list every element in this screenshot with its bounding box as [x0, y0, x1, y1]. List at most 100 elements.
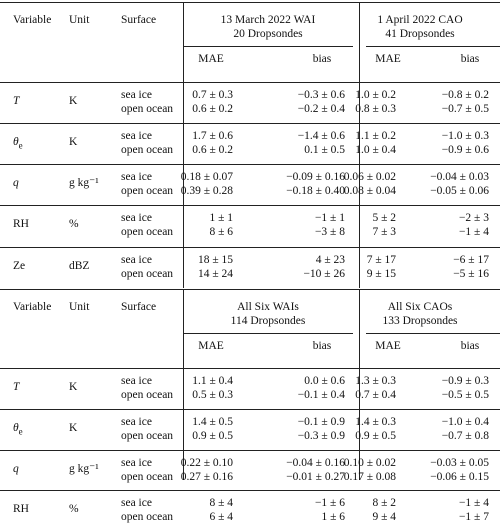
surface-sea-ice: sea ice: [121, 375, 152, 387]
bias2-open-ocean: −0.7 ± 0.5: [441, 103, 489, 115]
header-mae-1: MAE: [198, 340, 224, 352]
variable-name: T: [13, 95, 20, 107]
mae2-sea-ice: 1.4 ± 0.3: [355, 416, 396, 428]
mae-sea-ice: 0.18 ± 0.07: [180, 171, 233, 183]
mae-open-ocean: 14 ± 24: [197, 268, 233, 280]
mae-sea-ice: 0.22 ± 0.10: [180, 457, 233, 469]
group2-count: 41 Dropsondes: [385, 28, 455, 40]
surface-sea-ice: sea ice: [121, 171, 152, 183]
bias2-open-ocean: −1 ± 4: [458, 226, 489, 238]
bias-sea-ice: −1 ± 6: [314, 497, 345, 509]
bias-open-ocean: −0.2 ± 0.4: [297, 103, 345, 115]
unit: K: [69, 422, 78, 434]
variable-name: T: [13, 381, 20, 393]
variable-name: θe: [13, 136, 23, 151]
bias2-sea-ice: −1.0 ± 0.4: [441, 416, 489, 428]
mae2-open-ocean: 9 ± 4: [372, 511, 396, 523]
unit: K: [69, 381, 78, 393]
mae2-open-ocean: 0.08 ± 0.04: [343, 185, 396, 197]
column-divider: [183, 289, 184, 480]
mae2-open-ocean: 0.8 ± 0.3: [355, 103, 396, 115]
bias-sea-ice: −0.3 ± 0.6: [297, 89, 345, 101]
header-unit: Unit: [69, 301, 90, 313]
surface-open-ocean: open ocean: [121, 185, 174, 197]
bias-sea-ice: −1 ± 1: [314, 212, 345, 224]
header-unit: Unit: [69, 14, 90, 26]
variable-name: RH: [13, 218, 29, 230]
rule: [0, 409, 500, 410]
mae-open-ocean: 6 ± 4: [209, 511, 233, 523]
bias-sea-ice: 4 ± 23: [315, 254, 345, 266]
mae2-sea-ice: 7 ± 17: [366, 254, 396, 266]
rule: [0, 247, 500, 248]
mae2-sea-ice: 0.10 ± 0.02: [343, 457, 396, 469]
bias2-sea-ice: −0.9 ± 0.3: [441, 375, 489, 387]
bias-open-ocean: 0.1 ± 0.5: [304, 144, 345, 156]
mae-open-ocean: 0.6 ± 0.2: [192, 103, 233, 115]
mae-sea-ice: 8 ± 4: [209, 497, 233, 509]
mae2-open-ocean: 0.7 ± 0.4: [355, 389, 396, 401]
bias-sea-ice: −0.04 ± 0.16: [286, 457, 345, 469]
mae-open-ocean: 0.5 ± 0.3: [192, 389, 233, 401]
bias2-open-ocean: −0.7 ± 0.8: [441, 430, 489, 442]
rule: [0, 490, 500, 491]
mae-open-ocean: 0.39 ± 0.28: [180, 185, 233, 197]
header-variable: Variable: [13, 301, 52, 313]
bias-sea-ice: −0.09 ± 0.16: [286, 171, 345, 183]
header-mae-1: MAE: [198, 53, 224, 65]
surface-open-ocean: open ocean: [121, 430, 174, 442]
surface-open-ocean: open ocean: [121, 268, 174, 280]
mae-sea-ice: 1 ± 1: [209, 212, 233, 224]
bias2-open-ocean: −1 ± 7: [458, 511, 489, 523]
mae-open-ocean: 0.9 ± 0.5: [192, 430, 233, 442]
group1-count: 20 Dropsondes: [233, 28, 303, 40]
surface-sea-ice: sea ice: [121, 254, 152, 266]
bias-sea-ice: −1.4 ± 0.6: [297, 130, 345, 142]
variable-name: RH: [13, 503, 29, 515]
mae-open-ocean: 0.27 ± 0.16: [180, 471, 233, 483]
rule: [183, 333, 353, 334]
surface-open-ocean: open ocean: [121, 471, 174, 483]
header-mae-2: MAE: [375, 340, 401, 352]
surface-open-ocean: open ocean: [121, 103, 174, 115]
header-bias-1: bias: [312, 340, 332, 352]
rule: [0, 123, 500, 124]
bias2-open-ocean: −5 ± 16: [453, 268, 489, 280]
unit: dBZ: [69, 260, 90, 272]
bias2-sea-ice: −6 ± 17: [453, 254, 489, 266]
bias2-open-ocean: −0.5 ± 0.5: [441, 389, 489, 401]
bias-open-ocean: −0.3 ± 0.9: [297, 430, 345, 442]
surface-sea-ice: sea ice: [121, 89, 152, 101]
unit: %: [69, 218, 79, 230]
bias-open-ocean: −0.1 ± 0.4: [297, 389, 345, 401]
surface-sea-ice: sea ice: [121, 416, 152, 428]
bias2-sea-ice: −2 ± 3: [458, 212, 489, 224]
header-bias-1: bias: [312, 53, 332, 65]
surface-open-ocean: open ocean: [121, 226, 174, 238]
rule: [0, 289, 500, 291]
header-bias-2: bias: [460, 53, 480, 65]
mae2-open-ocean: 1.0 ± 0.4: [355, 144, 396, 156]
column-divider: [359, 289, 360, 480]
mae-sea-ice: 1.7 ± 0.6: [192, 130, 233, 142]
bias-open-ocean: −10 ± 26: [303, 268, 345, 280]
rule: [0, 164, 500, 165]
variable-name: q: [13, 463, 19, 475]
surface-open-ocean: open ocean: [121, 511, 174, 523]
group2-title: 1 April 2022 CAO: [377, 14, 463, 26]
header-bias-2: bias: [460, 340, 480, 352]
mae2-sea-ice: 1.1 ± 0.2: [355, 130, 396, 142]
header-surface: Surface: [121, 14, 157, 26]
variable-name: q: [13, 177, 19, 189]
mae2-open-ocean: 0.9 ± 0.5: [355, 430, 396, 442]
bias2-open-ocean: −0.05 ± 0.06: [430, 185, 489, 197]
rule: [183, 46, 353, 47]
mae2-sea-ice: 0.06 ± 0.02: [343, 171, 396, 183]
bias-open-ocean: −3 ± 8: [314, 226, 345, 238]
group1-title: All Six WAIs: [237, 301, 299, 313]
unit: K: [69, 95, 78, 107]
group1-title: 13 March 2022 WAI: [220, 14, 316, 26]
mae2-open-ocean: 9 ± 15: [366, 268, 396, 280]
bias2-open-ocean: −0.06 ± 0.15: [430, 471, 489, 483]
